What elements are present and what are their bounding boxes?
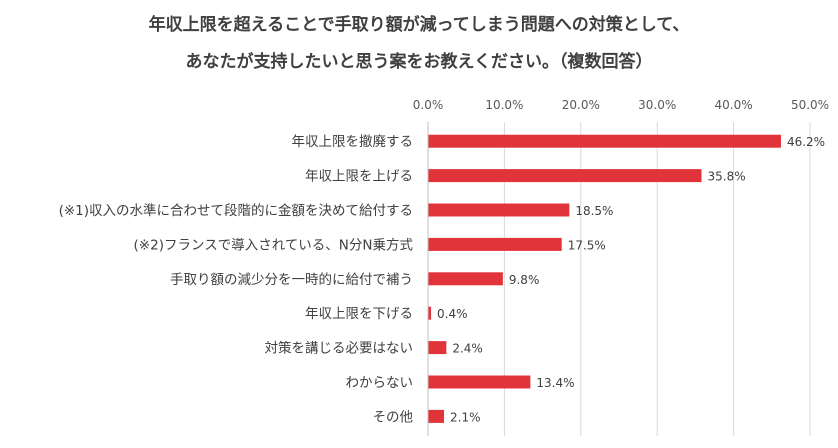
bar (428, 169, 702, 183)
data-label: 2.4% (452, 342, 483, 356)
category-label: その他 (373, 409, 414, 425)
bar (428, 203, 570, 217)
data-label: 13.4% (536, 376, 574, 390)
bar (428, 409, 445, 423)
x-tick-label: 50.0% (791, 98, 829, 112)
data-label: 35.8% (708, 170, 746, 184)
x-tick-label: 30.0% (638, 98, 676, 112)
x-tick-label: 20.0% (562, 98, 600, 112)
x-tick-label: 0.0% (413, 98, 444, 112)
category-label: 年収上限を下げる (305, 306, 413, 322)
x-tick-label: 10.0% (485, 98, 523, 112)
category-label: 手取り額の減少分を一時的に給付で補う (170, 271, 413, 288)
category-label: (※1)収入の水準に合わせて段階的に金額を決めて給付する (59, 203, 413, 219)
data-label: 9.8% (509, 273, 540, 287)
data-label: 46.2% (787, 135, 825, 149)
bar (428, 237, 562, 251)
category-label: わからない (346, 375, 414, 391)
x-tick-label: 40.0% (715, 98, 753, 112)
chart-title-line-2: あなたが支持したいと思う案をお教えください。（複数回答） (185, 52, 653, 72)
bar (428, 272, 503, 286)
category-label: (※2)フランスで導入されている、N分N乗方式 (134, 237, 414, 253)
data-label: 17.5% (568, 238, 606, 252)
category-label: 対策を講じる必要はない (265, 340, 414, 357)
bar (428, 134, 781, 148)
bar (428, 306, 432, 320)
data-label: 2.1% (450, 410, 481, 424)
data-label: 18.5% (575, 204, 613, 218)
chart-title-line-1: 年収上限を超えることで手取り額が減ってしまう問題への対策として、 (148, 15, 690, 35)
bar (428, 375, 531, 389)
category-label: 年収上限を上げる (305, 169, 413, 185)
bar (428, 341, 447, 355)
category-label: 年収上限を撤廃する (292, 133, 414, 150)
data-label: 0.4% (437, 307, 468, 321)
